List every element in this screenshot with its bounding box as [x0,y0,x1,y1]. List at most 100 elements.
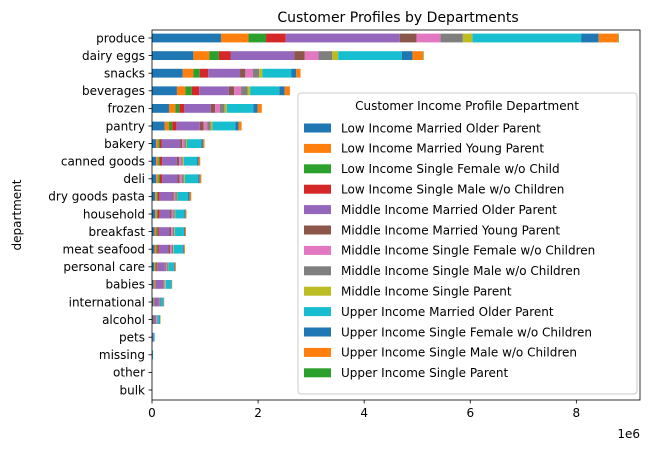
legend-items: Low Income Married Older Parent Low Incom… [304,121,595,380]
bar-segment [165,280,166,289]
bar-segment [294,51,305,60]
bar-segment [212,121,236,131]
bar-segment [257,104,262,113]
bar-segment [165,262,167,272]
bar-segment [153,315,156,324]
bar-segment [199,121,204,131]
bar-segment [152,121,165,131]
y-tick-label: frozen [107,102,145,116]
bar-segment [182,139,185,148]
bar-segment [247,86,251,96]
bar-segment [152,192,156,201]
y-tick-label: pets [119,331,145,345]
bar-segment [168,121,173,131]
bar-segment [159,297,160,307]
bar-segment [175,209,185,219]
bar-segment [152,33,221,43]
bar-segment [155,209,157,219]
bar-segment [184,174,199,184]
bar-segment [153,332,155,342]
bar-segment [152,209,156,219]
bar-segment [169,227,172,236]
bar-segment [163,297,164,307]
bar-segment [157,262,165,272]
bar-segment [179,174,182,184]
bar-segment [167,262,169,272]
y-tick-label: produce [96,31,145,45]
bar-segment [202,139,205,148]
bar-segment [462,33,473,43]
bar-segment [201,139,203,148]
legend-swatch [304,184,331,194]
bar-segment [156,192,158,201]
legend-label: Low Income Single Female w/o Child [341,162,560,176]
bar-segment [250,86,280,96]
bar-segment [174,209,176,219]
bar-segment [174,262,176,272]
bar-segment [199,174,202,184]
bar-segment [168,262,174,272]
bar-segment [161,139,181,148]
bar-segment [171,209,174,219]
y-tick-label: international [69,295,145,309]
y-tick-label: personal care [63,260,145,274]
bar-segment [181,156,183,166]
bar-segment [156,315,158,324]
y-tick-label: babies [105,278,145,292]
y-tick-label: beverages [82,84,145,98]
bar-segment [157,209,160,219]
y-tick-label: breakfast [88,225,145,239]
legend-label: Low Income Married Young Parent [341,142,544,156]
bar-segment [156,227,158,236]
bar-segment [152,315,154,324]
y-tick-label: meat seafood [63,243,145,257]
bar-segment [176,121,200,131]
bar-segment [165,280,172,289]
bar-segment [284,86,290,96]
bar-segment [152,297,154,307]
bar-segment [152,51,194,60]
bar-segment [208,68,241,78]
bar-segment [152,280,154,289]
legend-swatch [304,205,331,215]
bar-segment [168,244,171,254]
bar-segment [399,33,417,43]
x-tick-label: 2 [254,406,262,420]
bar-segment [193,51,210,60]
bar-segment [179,156,182,166]
bar-segment [266,33,286,43]
bar-segment [234,86,242,96]
bar-segment [158,297,160,307]
bar-segment [224,104,227,113]
bar-segment [218,51,231,60]
legend-swatch [304,164,331,174]
bar-segment [154,262,156,272]
bar-segment [262,68,292,78]
bar-segment [209,51,219,60]
bar-segment [203,121,208,131]
bar-segment [156,315,157,324]
bar-segment [177,174,180,184]
bar-segment [162,174,178,184]
bar-segment [210,104,216,113]
bar-segment [252,68,260,78]
bar-segment [412,51,424,60]
bar-segment [176,192,178,201]
y-tick-label: other [113,366,145,380]
legend-label: Middle Income Married Older Parent [341,203,557,217]
bar-segment [219,104,225,113]
bar-segment [183,227,185,236]
bar-segment [158,156,160,166]
y-tick-label: alcohol [102,313,145,327]
y-tick-label: household [83,207,145,221]
bar-segment [183,174,185,184]
bar-segment [155,315,157,324]
bar-segment [185,139,188,148]
bar-segment [153,297,155,307]
x-tick-label: 6 [466,406,474,420]
legend-swatch [304,245,331,255]
bar-segment [156,209,158,219]
legend-swatch [304,266,331,276]
legend-label: Upper Income Single Female w/o Children [341,325,592,339]
x-axis-offset-label: 1e6 [617,427,640,441]
